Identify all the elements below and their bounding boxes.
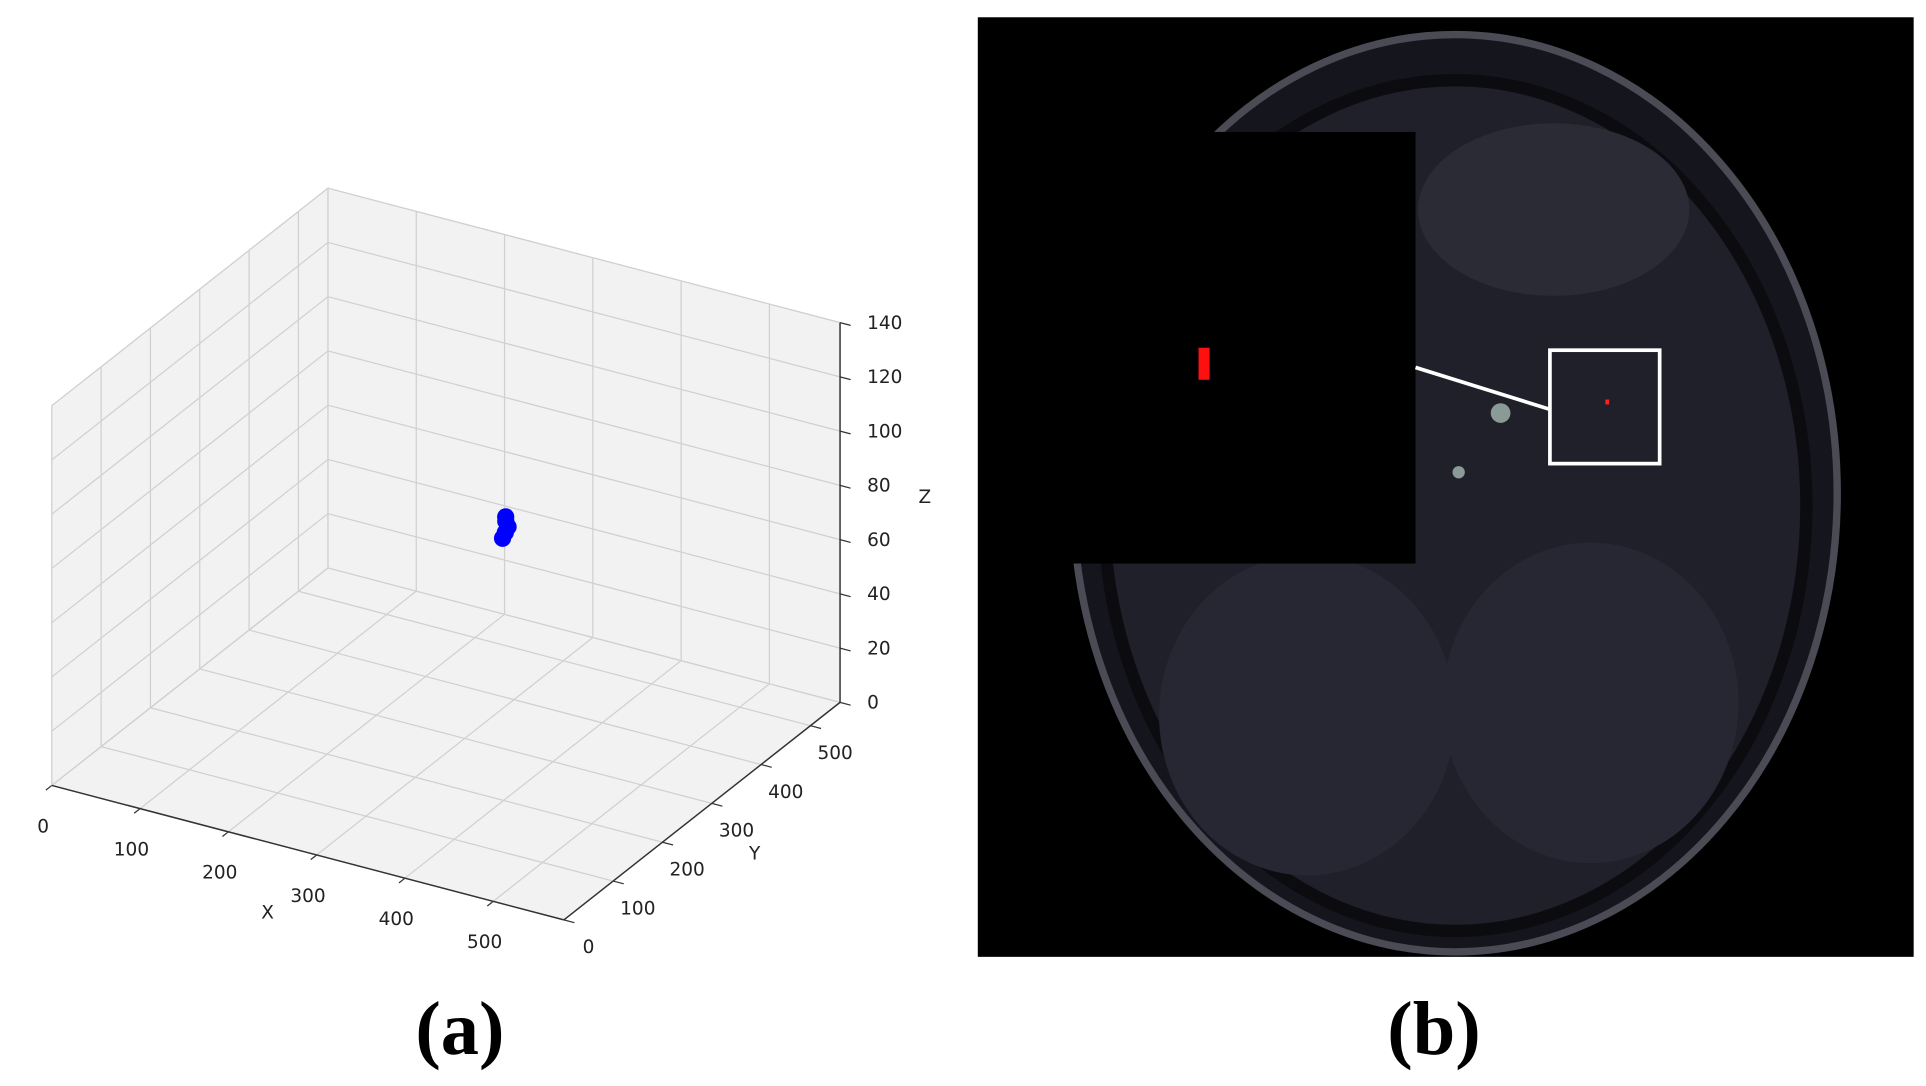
grid-line [199, 668, 712, 804]
tick-mark [711, 802, 723, 807]
x-axis-label: X [261, 903, 274, 924]
grid-line [139, 590, 417, 810]
z-tick-label: 140 [867, 313, 902, 334]
x-tick-label: 200 [202, 863, 237, 884]
grid-line [150, 707, 663, 843]
lobe [1442, 542, 1739, 864]
grid-line [51, 513, 329, 732]
grid-line [227, 613, 505, 833]
y-tick-label: 300 [719, 821, 754, 842]
tick-mark [839, 376, 851, 381]
grid-line [51, 241, 329, 461]
x-tick-label: 300 [290, 886, 325, 907]
orbit [1417, 123, 1690, 296]
aneurysm-small [1605, 399, 1610, 405]
grid-line [298, 590, 811, 727]
tick-mark [486, 900, 494, 907]
lobe [1159, 554, 1455, 876]
tick-mark [839, 647, 851, 652]
z-tick-label: 100 [867, 421, 902, 442]
z-tick-label: 60 [867, 530, 891, 551]
grid-line [327, 187, 841, 324]
grid-line [327, 241, 841, 378]
point [497, 508, 515, 526]
tick-mark [810, 725, 822, 730]
z-tick-label: 80 [867, 476, 891, 497]
x-tick-label: 0 [37, 816, 49, 837]
grid-line [51, 404, 329, 624]
y-tick-label: 200 [670, 860, 705, 881]
grid-line [248, 629, 762, 766]
x-tick-label: 500 [467, 932, 502, 953]
tick-mark [760, 763, 772, 768]
tick-mark [613, 880, 624, 885]
tick-mark [839, 593, 851, 598]
mri-panel [977, 17, 1914, 957]
grid-line [327, 404, 841, 541]
plot-3d: 0 100 200 300 400 500 0 100 200 300 400 500 0 20 40 60 8… [37, 186, 931, 958]
grid-line [327, 567, 841, 703]
z-tick-label: 40 [867, 584, 891, 605]
tick-mark [222, 831, 229, 837]
tick-mark [839, 701, 851, 706]
grid-line [404, 660, 682, 879]
tick-mark [839, 484, 851, 489]
grid-line [51, 567, 329, 786]
tick-mark [398, 877, 406, 884]
x-tick-label: 400 [379, 909, 414, 930]
grid-line [327, 513, 841, 649]
caption: (b) [1387, 986, 1480, 1071]
aneurysm [1198, 347, 1210, 380]
grid-line [316, 637, 594, 856]
grid-line [327, 458, 841, 595]
tick-mark [839, 430, 851, 435]
z-tick-label: 20 [867, 638, 891, 659]
grid-line [100, 746, 614, 882]
vessel [1490, 403, 1511, 423]
grid-line [492, 683, 770, 902]
grid-line [51, 458, 329, 678]
z-tick-label: 120 [867, 367, 902, 388]
y-tick-label: 400 [768, 782, 803, 803]
y-tick-label: 0 [583, 937, 595, 958]
grid-line [327, 296, 841, 432]
z-tick-label: 0 [867, 693, 879, 714]
caption: (a) [415, 986, 504, 1071]
tick-mark [133, 808, 141, 814]
tick-mark [662, 841, 674, 846]
tick-mark [310, 854, 318, 861]
tick-mark [563, 919, 575, 924]
connector [1414, 365, 1551, 412]
tick-mark [839, 539, 851, 544]
tick-mark [839, 322, 851, 326]
y-axis-label: Y [748, 843, 761, 864]
zoom-box [1548, 348, 1662, 466]
grid-line [51, 187, 329, 407]
x-axis [51, 784, 565, 921]
inset [1066, 131, 1416, 564]
y-tick-label: 500 [817, 743, 852, 764]
y-axis [563, 701, 841, 921]
y-tick-label: 100 [620, 898, 655, 919]
x-tick-label: 100 [114, 839, 149, 860]
grid-line [51, 296, 329, 515]
z-axis-label: Z [918, 487, 931, 508]
vessel [1452, 466, 1465, 479]
grid-line [51, 350, 329, 569]
tick-mark [45, 784, 53, 791]
grid-line [327, 350, 841, 486]
